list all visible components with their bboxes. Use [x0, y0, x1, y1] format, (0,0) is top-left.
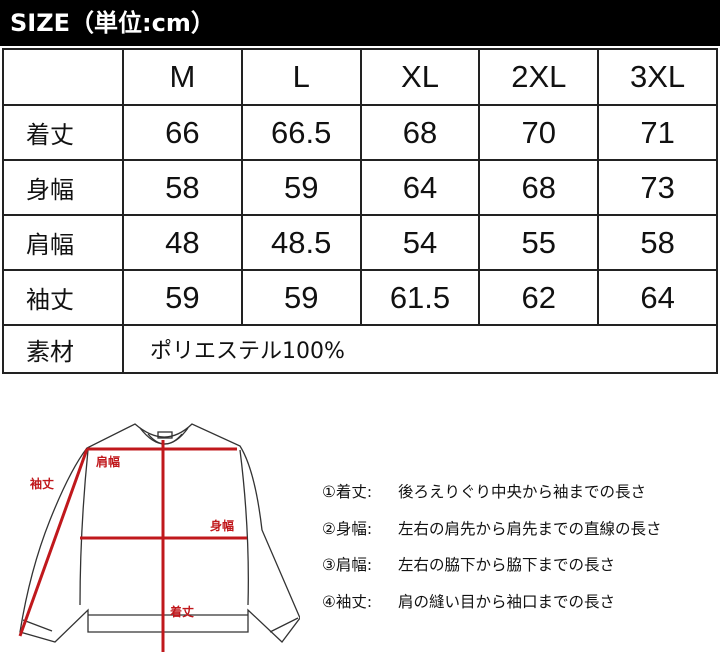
size-header: M	[122, 48, 243, 106]
legend-key: ④袖丈:	[322, 592, 373, 611]
cell: 71	[597, 104, 718, 161]
row-label: 身幅	[2, 159, 124, 216]
legend-item: ②身幅: 左右の肩先から肩先までの直線の長さ	[322, 511, 662, 548]
cell: 66	[122, 104, 243, 161]
cell: 58	[597, 214, 718, 271]
legend-item: ④袖丈: 肩の縫い目から袖口までの長さ	[322, 584, 662, 621]
material-label: 素材	[2, 324, 124, 374]
measurement-legend: ①着丈: 後ろえりぐり中央から袖までの長さ ②身幅: 左右の肩先から肩先までの直線の…	[322, 474, 662, 620]
size-header-row: M L XL 2XL 3XL	[2, 48, 718, 106]
legend-text: 肩の縫い目から袖口までの長さ	[398, 592, 616, 611]
legend-item: ①着丈: 後ろえりぐり中央から袖までの長さ	[322, 474, 662, 511]
cell: 68	[478, 159, 600, 216]
cell: 48	[122, 214, 243, 271]
cell: 59	[240, 159, 362, 216]
legend-key: ①着丈:	[322, 483, 373, 501]
cell: 64	[597, 269, 718, 326]
row-label: 袖丈	[2, 269, 124, 326]
cell: 54	[359, 214, 481, 271]
cell: 68	[359, 104, 481, 161]
size-header: 2XL	[478, 48, 600, 106]
size-header: L	[240, 48, 362, 106]
diagram-label-length: 着丈	[170, 605, 195, 619]
cell: 62	[478, 269, 600, 326]
header-corner	[2, 48, 124, 106]
cell: 73	[597, 159, 718, 216]
legend-text: 後ろえりぐり中央から袖までの長さ	[398, 483, 647, 501]
row-label: 肩幅	[2, 214, 124, 271]
size-header: 3XL	[597, 48, 718, 106]
table-row: 袖丈 59 59 61.5 62 64	[2, 269, 718, 326]
legend-key: ②身幅:	[322, 519, 373, 538]
material-row: 素材 ポリエステル100%	[2, 324, 718, 374]
row-label: 着丈	[2, 104, 124, 161]
cell: 64	[359, 159, 481, 216]
sweater-outline-icon	[18, 423, 301, 652]
diagram-label-sleeve: 袖丈	[30, 477, 55, 491]
legend-item: ③肩幅: 左右の脇下から脇下までの長さ	[322, 547, 662, 584]
legend-text: 左右の肩先から肩先までの直線の長さ	[398, 519, 662, 538]
legend-text: 左右の脇下から脇下までの長さ	[398, 556, 616, 574]
table-row: 身幅 58 59 64 68 73	[2, 159, 718, 216]
size-chart-title: SIZE（単位:cm）	[0, 0, 720, 46]
sweater-diagram: 肩幅 袖丈 身幅 着丈	[0, 410, 301, 656]
table-row: 肩幅 48 48.5 54 55 58	[2, 214, 718, 271]
table-row: 着丈 66 66.5 68 70 71	[2, 104, 718, 161]
cell: 58	[122, 159, 243, 216]
size-table: M L XL 2XL 3XL 着丈 66 66.5 68 70 71 身幅 58…	[2, 48, 718, 374]
diagram-label-shoulder: 肩幅	[96, 455, 121, 469]
material-value: ポリエステル100%	[122, 324, 718, 374]
cell: 70	[478, 104, 600, 161]
diagram-label-chest: 身幅	[210, 519, 235, 533]
cell: 66.5	[240, 104, 362, 161]
cell: 59	[122, 269, 243, 326]
size-header: XL	[359, 48, 481, 106]
cell: 61.5	[359, 269, 481, 326]
legend-key: ③肩幅:	[322, 556, 373, 574]
cell: 59	[240, 269, 362, 326]
cell: 55	[478, 214, 600, 271]
cell: 48.5	[240, 214, 362, 271]
